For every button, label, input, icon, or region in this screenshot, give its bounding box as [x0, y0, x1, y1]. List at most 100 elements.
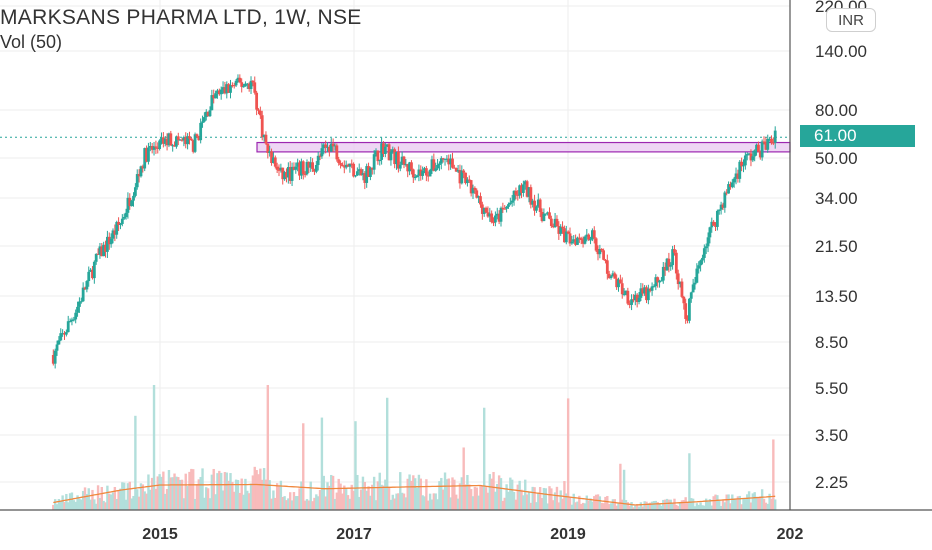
- candle-body: [133, 187, 137, 196]
- candle-body: [443, 158, 447, 160]
- candle-body: [449, 158, 453, 165]
- volume-bar: [283, 496, 286, 510]
- volume-bar: [632, 507, 635, 510]
- candle-body: [230, 85, 234, 87]
- candle-body: [469, 180, 473, 194]
- volume-bar: [255, 470, 258, 510]
- volume-bar: [542, 487, 546, 510]
- candle-body: [272, 157, 275, 164]
- time-axis-labels: 2015 2017 2019 202: [142, 526, 803, 543]
- volume-bar: [639, 502, 643, 510]
- volume-bar: [158, 474, 161, 510]
- volume-indicator-label[interactable]: Vol (50): [0, 32, 63, 52]
- candle-body: [630, 299, 633, 305]
- candle-body: [742, 165, 745, 167]
- candle-body: [120, 218, 124, 224]
- volume-bar: [415, 487, 419, 510]
- volume-bar: [354, 421, 357, 510]
- candle-body: [320, 148, 324, 157]
- volume-bar: [96, 485, 100, 510]
- volume-bar: [180, 479, 184, 510]
- volume-bar: [427, 500, 430, 510]
- volume-bar: [270, 498, 273, 510]
- volume-bar: [671, 502, 674, 510]
- volume-bar: [587, 500, 590, 510]
- candle-body: [383, 146, 387, 154]
- volume-bar: [272, 490, 275, 510]
- candle-body: [277, 169, 281, 171]
- candle-body: [669, 265, 673, 267]
- current-price-label: 61.00: [800, 125, 915, 147]
- volume-bar: [234, 479, 238, 510]
- candle-body: [342, 166, 346, 168]
- volume-bar: [76, 495, 79, 510]
- candle-body: [710, 221, 714, 228]
- volume-bar: [382, 485, 385, 510]
- volume-bar: [229, 473, 232, 510]
- volume-bar: [344, 488, 348, 510]
- price-tick-label: 5.50: [815, 379, 848, 398]
- volume-bar: [503, 497, 506, 510]
- volume-bar: [516, 484, 519, 510]
- candle-body: [257, 109, 260, 111]
- volume-bar: [566, 398, 570, 510]
- candle-body: [535, 206, 538, 211]
- volume-bar: [154, 488, 158, 510]
- volume-bar: [669, 499, 672, 510]
- volume-bar: [91, 489, 94, 510]
- candle-body: [147, 147, 150, 162]
- candle-body: [590, 230, 594, 240]
- candle-body: [549, 218, 553, 227]
- volume-bar: [727, 494, 730, 510]
- volume-bar: [643, 501, 646, 510]
- candle-body: [686, 318, 689, 321]
- candle-body: [488, 213, 492, 217]
- volume-bar: [622, 469, 626, 510]
- volume-bar: [621, 499, 624, 510]
- candle-body: [281, 167, 285, 180]
- candle-body: [63, 333, 66, 335]
- candle-body: [221, 87, 225, 90]
- candle-body: [270, 151, 273, 164]
- candle-body: [585, 234, 589, 237]
- volume-bar: [613, 499, 616, 510]
- candle-body: [570, 241, 574, 244]
- candle-body: [650, 286, 654, 291]
- volume-bar: [580, 504, 583, 510]
- volume-bar: [746, 494, 749, 510]
- volume-ma-path: [53, 483, 776, 506]
- candle-body: [303, 174, 307, 176]
- volume-bar: [649, 502, 652, 510]
- candle-body: [313, 169, 316, 172]
- volume-bar: [281, 496, 284, 510]
- volume-bar: [578, 495, 581, 510]
- volume-bar: [223, 472, 227, 510]
- volume-bar: [212, 468, 215, 510]
- volume-bar: [565, 493, 568, 510]
- volume-bar: [557, 502, 561, 510]
- candle-body: [148, 146, 152, 148]
- candle-body: [667, 258, 671, 267]
- volume-bar: [755, 496, 758, 510]
- candle-body: [404, 164, 408, 166]
- candle-body: [210, 95, 214, 111]
- currency-badge[interactable]: INR: [826, 8, 876, 32]
- candle-body: [430, 159, 434, 170]
- candle-body: [641, 288, 645, 294]
- volume-bar: [343, 485, 346, 510]
- candle-body: [387, 144, 391, 161]
- candle-body: [518, 185, 522, 196]
- candle-body: [208, 110, 212, 117]
- volume-bar: [759, 496, 762, 510]
- volume-bar: [768, 493, 771, 510]
- chart-axes: [0, 0, 932, 511]
- candle-body: [141, 166, 145, 169]
- candle-body: [600, 248, 604, 251]
- candle-body: [520, 185, 523, 193]
- volume-bar: [104, 502, 107, 510]
- volume-bar: [130, 498, 133, 510]
- candle-body: [195, 134, 199, 137]
- candle-body: [111, 230, 115, 239]
- volume-bar: [469, 489, 473, 510]
